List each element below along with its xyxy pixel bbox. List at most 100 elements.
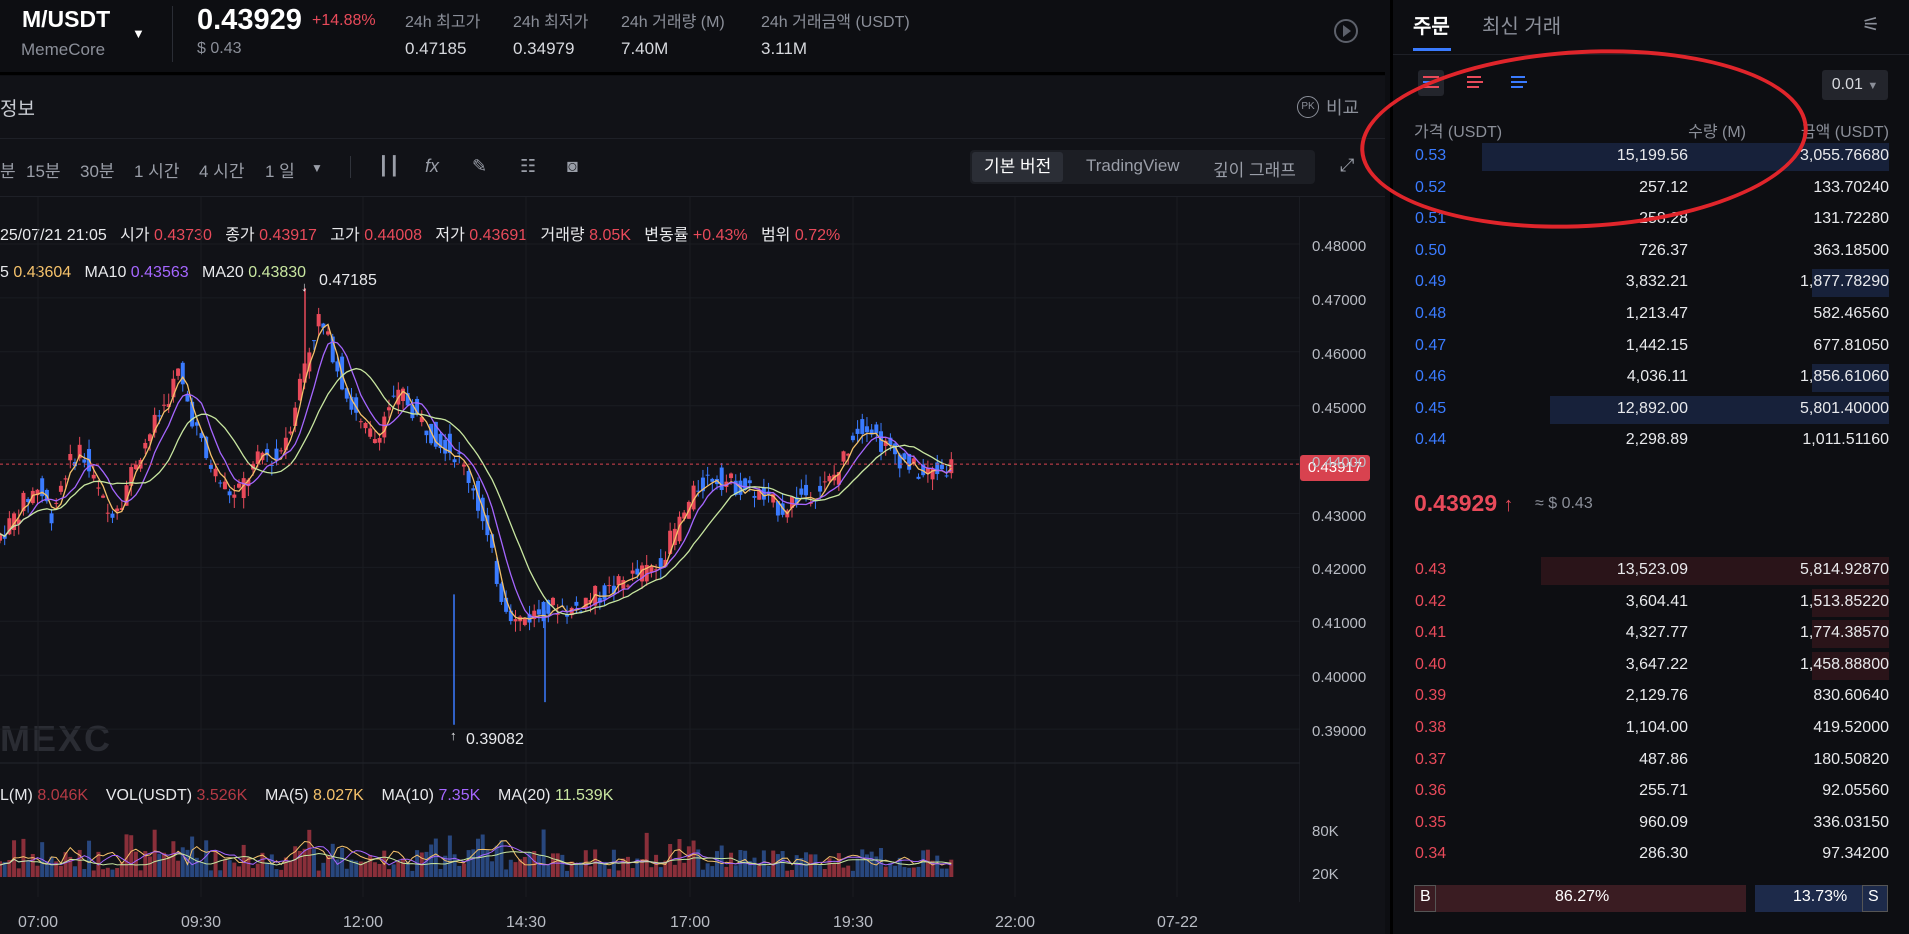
bid-row[interactable]: 0.43 13,523.09 5,814.92870	[1405, 556, 1889, 586]
x-tick-label: 14:30	[506, 914, 547, 931]
play-icon[interactable]	[1334, 19, 1358, 43]
candle-body	[185, 394, 190, 402]
volume-bar	[171, 841, 176, 877]
settings-sliders-icon[interactable]: ⚟	[1862, 14, 1880, 36]
divider	[0, 138, 1385, 139]
vol-ma5-label: MA(5)	[265, 787, 309, 804]
volume-bar	[635, 858, 640, 877]
layout-icon[interactable]: ☷	[520, 156, 537, 176]
volu-value: 3.526K	[196, 787, 248, 804]
volume-bar	[443, 855, 448, 877]
low-value: 0.43691	[469, 227, 528, 244]
view-asks-button[interactable]	[1506, 70, 1532, 96]
volume-bar	[180, 847, 185, 877]
stat-low-label: 24h 최저가	[513, 14, 589, 31]
version-tradingview[interactable]: TradingView	[1086, 156, 1180, 175]
candle-body	[119, 508, 124, 510]
timeframe-15m[interactable]: 15분	[26, 162, 61, 181]
volume-bar	[401, 858, 406, 877]
ask-qty: 258.28	[1639, 210, 1688, 228]
bid-row[interactable]: 0.40 3,647.22 1,458.88800	[1405, 651, 1889, 681]
bid-row[interactable]: 0.35 960.09 336.03150	[1405, 809, 1889, 839]
version-basic[interactable]: 기본 버전	[972, 152, 1064, 182]
timeframe-1m[interactable]: 분	[0, 162, 16, 181]
candle-body	[297, 378, 302, 401]
ask-row[interactable]: 0.45 12,892.00 5,801.40000	[1405, 395, 1889, 425]
view-both-button[interactable]	[1418, 70, 1444, 96]
pencil-icon[interactable]: ✎	[472, 156, 488, 176]
ask-row[interactable]: 0.44 2,298.89 1,011.51160	[1405, 426, 1889, 456]
volume-bar	[700, 869, 705, 877]
bid-row[interactable]: 0.36 255.71 92.05560	[1405, 777, 1889, 807]
candle-body	[602, 585, 607, 600]
ask-row[interactable]: 0.46 4,036.11 1,856.61060	[1405, 363, 1889, 393]
volume-bar	[166, 856, 171, 877]
stat-high-label: 24h 최고가	[405, 14, 481, 31]
open-label: 시가	[120, 227, 150, 244]
bid-price: 0.38	[1415, 719, 1447, 736]
y-tick-label: 0.46000	[1312, 345, 1367, 363]
chevron-down-icon[interactable]: ▼	[132, 26, 145, 41]
volume-bar	[724, 866, 729, 877]
bid-row[interactable]: 0.41 4,327.77 1,774.38570	[1405, 619, 1889, 649]
ask-row[interactable]: 0.48 1,213.47 582.46560	[1405, 300, 1889, 330]
candle-body	[658, 558, 663, 569]
ask-row[interactable]: 0.51 258.28 131.72280	[1405, 205, 1889, 235]
precision-select[interactable]: 0.01 ▼	[1822, 70, 1888, 100]
bid-row[interactable]: 0.34 286.30 97.34200	[1405, 840, 1889, 870]
bid-price: 0.39	[1415, 687, 1447, 705]
info-tab[interactable]: 정보	[0, 99, 35, 120]
ask-row[interactable]: 0.52 257.12 133.70240	[1405, 174, 1889, 204]
volume-bar	[813, 854, 818, 877]
volume-bar	[480, 834, 485, 877]
volume-ma20-line	[0, 851, 952, 866]
ask-row[interactable]: 0.47 1,442.15 677.81050	[1405, 332, 1889, 362]
ask-row[interactable]: 0.53 15,199.56 3,055.76680	[1405, 142, 1889, 172]
compare-button[interactable]: 비교	[1326, 98, 1360, 118]
tab-latest-trades[interactable]: 최신 거래	[1482, 16, 1562, 38]
pair-name[interactable]: M/USDT	[22, 6, 111, 32]
ask-row[interactable]: 0.50 726.37 363.18500	[1405, 237, 1889, 267]
ask-amount: 363.18500	[1813, 241, 1889, 259]
bid-row[interactable]: 0.37 487.86 180.50820	[1405, 746, 1889, 776]
candle-body	[925, 468, 930, 474]
volume-bar	[232, 862, 237, 877]
candle-body	[307, 352, 312, 372]
bid-row[interactable]: 0.38 1,104.00 419.52000	[1405, 714, 1889, 744]
function-icon[interactable]: fx	[425, 156, 440, 176]
candle-body	[222, 481, 227, 490]
tab-orders[interactable]: 주문	[1413, 16, 1450, 38]
timeframe-1h[interactable]: 1 시간	[134, 162, 180, 181]
bid-amount: 419.52000	[1813, 719, 1889, 736]
volume-bar	[176, 860, 181, 877]
bid-row[interactable]: 0.39 2,129.76 830.60640	[1405, 682, 1889, 712]
volume-bar	[625, 856, 630, 877]
timeframe-1d[interactable]: 1 일	[265, 162, 295, 181]
volume-bar	[485, 850, 490, 877]
candle-body	[363, 422, 368, 429]
version-depth[interactable]: 깊이 그래프	[1213, 161, 1296, 180]
candle-body	[171, 378, 176, 398]
expand-icon[interactable]: ⤢	[1340, 155, 1355, 175]
col-qty: 수량 (M)	[1688, 124, 1746, 141]
volume-bar	[143, 851, 148, 877]
volume-bar	[16, 868, 21, 877]
volume-bar	[63, 852, 68, 877]
ask-row[interactable]: 0.49 3,832.21 1,877.78290	[1405, 268, 1889, 298]
candle-body	[888, 437, 893, 445]
candle-body	[864, 426, 869, 433]
volume-ma10-line	[0, 845, 952, 866]
timeframe-4h[interactable]: 4 시간	[199, 162, 245, 181]
camera-icon[interactable]: ◙	[567, 156, 578, 176]
pk-icon[interactable]: PK	[1297, 96, 1319, 118]
chevron-down-icon[interactable]: ▼	[311, 161, 323, 175]
view-bids-button[interactable]	[1462, 70, 1488, 96]
timeframe-30m[interactable]: 30분	[80, 162, 115, 181]
col-price: 가격 (USDT)	[1414, 124, 1503, 141]
candlestick-icon[interactable]: ┃┃	[378, 156, 400, 176]
arrow-down-icon: ↓	[301, 279, 308, 294]
candle-body	[68, 453, 73, 461]
volume-bar	[30, 853, 35, 877]
bid-row[interactable]: 0.42 3,604.41 1,513.85220	[1405, 588, 1889, 618]
price-chart[interactable]	[0, 197, 1300, 902]
